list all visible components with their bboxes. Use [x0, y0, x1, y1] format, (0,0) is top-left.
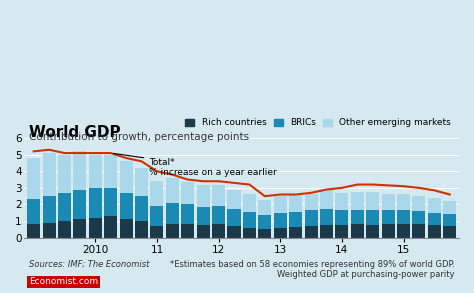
Bar [412, 196, 426, 211]
Bar [443, 214, 456, 226]
Bar [428, 225, 441, 238]
Bar [366, 225, 379, 238]
Text: World GDP: World GDP [29, 125, 120, 140]
Bar [73, 151, 86, 190]
Bar [382, 224, 395, 238]
Bar [366, 192, 379, 210]
Bar [320, 190, 333, 209]
Bar [304, 194, 318, 210]
Bar [27, 200, 40, 224]
Bar [43, 196, 55, 223]
Text: Sources: IMF; The Economist: Sources: IMF; The Economist [29, 260, 149, 268]
Bar [304, 226, 318, 238]
Bar [366, 210, 379, 225]
Bar [443, 201, 456, 214]
Bar [443, 226, 456, 238]
Bar [258, 215, 272, 229]
Bar [119, 219, 133, 238]
Bar [212, 206, 225, 224]
Bar [243, 228, 256, 238]
Bar [397, 210, 410, 224]
Bar [351, 192, 364, 210]
Bar [135, 221, 148, 238]
Bar [197, 207, 210, 225]
Bar [181, 224, 194, 238]
Bar [89, 188, 102, 218]
Bar [382, 194, 395, 210]
Bar [273, 196, 287, 213]
Bar [212, 185, 225, 206]
Bar [166, 178, 179, 203]
Bar [351, 210, 364, 224]
Bar [166, 203, 179, 224]
Bar [197, 225, 210, 238]
Bar [243, 194, 256, 212]
Text: Total*
% increase on a year earlier: Total* % increase on a year earlier [113, 154, 277, 178]
Bar [27, 224, 40, 238]
Bar [258, 229, 272, 238]
Bar [89, 155, 102, 188]
Bar [320, 225, 333, 238]
Bar [258, 200, 272, 215]
Bar [382, 210, 395, 224]
Bar [304, 210, 318, 226]
Text: Economist.com: Economist.com [29, 277, 98, 287]
Bar [73, 190, 86, 219]
Bar [181, 182, 194, 204]
Bar [43, 153, 55, 196]
Bar [58, 155, 71, 193]
Bar [351, 224, 364, 238]
Bar [135, 168, 148, 196]
Legend: Rich countries, BRICs, Other emerging markets: Rich countries, BRICs, Other emerging ma… [182, 115, 455, 131]
Bar [289, 212, 302, 227]
Bar [181, 204, 194, 224]
Bar [58, 221, 71, 238]
Bar [104, 216, 117, 238]
Bar [335, 193, 348, 210]
Bar [119, 161, 133, 193]
Bar [397, 224, 410, 238]
Bar [197, 185, 210, 207]
Bar [228, 209, 240, 226]
Bar [335, 225, 348, 238]
Bar [212, 224, 225, 238]
Bar [428, 213, 441, 225]
Bar [27, 158, 40, 200]
Bar [104, 155, 117, 188]
Bar [289, 227, 302, 238]
Bar [166, 224, 179, 238]
Bar [289, 195, 302, 212]
Bar [397, 195, 410, 210]
Bar [228, 190, 240, 209]
Bar [73, 219, 86, 238]
Bar [335, 210, 348, 225]
Text: *Estimates based on 58 economies representing 89% of world GDP.
Weighted GDP at : *Estimates based on 58 economies represe… [170, 260, 455, 279]
Bar [412, 211, 426, 224]
Bar [273, 213, 287, 228]
Bar [228, 226, 240, 238]
Text: Contribution to growth, percentage points: Contribution to growth, percentage point… [29, 132, 249, 142]
Bar [412, 224, 426, 238]
Bar [135, 196, 148, 221]
Bar [273, 228, 287, 238]
Bar [150, 206, 164, 226]
Bar [104, 188, 117, 216]
Bar [320, 209, 333, 225]
Bar [43, 223, 55, 238]
Bar [150, 181, 164, 206]
Bar [119, 193, 133, 219]
Bar [150, 226, 164, 238]
Bar [243, 212, 256, 228]
Bar [58, 193, 71, 221]
Bar [89, 218, 102, 238]
Bar [428, 198, 441, 213]
